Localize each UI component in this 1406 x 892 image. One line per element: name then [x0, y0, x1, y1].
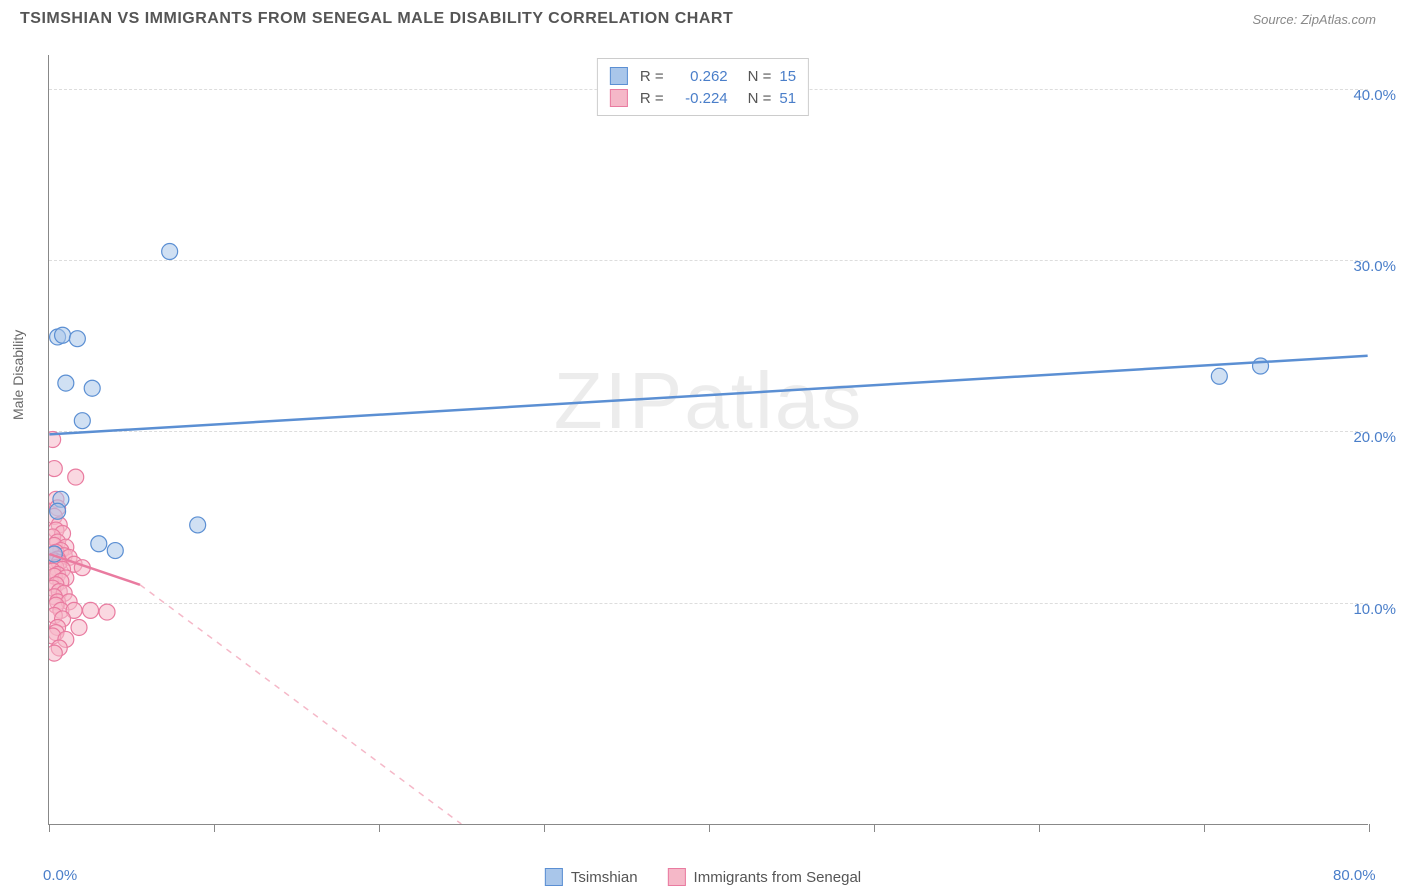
x-tick-label: 0.0%: [43, 867, 77, 884]
x-tick: [1369, 824, 1370, 832]
legend-item-0: Tsimshian: [545, 868, 638, 886]
chart-title: TSIMSHIAN VS IMMIGRANTS FROM SENEGAL MAL…: [20, 10, 733, 28]
legend-swatch-0: [610, 67, 628, 85]
series-legend: Tsimshian Immigrants from Senegal: [545, 868, 861, 886]
y-axis-label: Male Disability: [10, 330, 26, 420]
x-tick: [49, 824, 50, 832]
legend-swatch-bottom-0: [545, 868, 563, 886]
x-tick-label: 80.0%: [1333, 867, 1376, 884]
r-label: R =: [640, 90, 664, 107]
r-value-0: 0.262: [672, 68, 728, 85]
legend-row-series-0: R = 0.262 N = 15: [610, 65, 796, 87]
n-label: N =: [748, 68, 772, 85]
r-label: R =: [640, 68, 664, 85]
n-label: N =: [748, 90, 772, 107]
n-value-0: 15: [779, 68, 796, 85]
source-attribution: Source: ZipAtlas.com: [1252, 12, 1376, 27]
legend-label-1: Immigrants from Senegal: [694, 869, 862, 886]
x-tick: [214, 824, 215, 832]
x-tick: [1204, 824, 1205, 832]
legend-label-0: Tsimshian: [571, 869, 638, 886]
n-value-1: 51: [779, 90, 796, 107]
legend-item-1: Immigrants from Senegal: [668, 868, 862, 886]
correlation-legend: R = 0.262 N = 15 R = -0.224 N = 51: [597, 58, 809, 116]
legend-swatch-1: [610, 89, 628, 107]
scatter-plot-svg: [49, 55, 1368, 824]
x-tick: [709, 824, 710, 832]
x-tick: [544, 824, 545, 832]
legend-row-series-1: R = -0.224 N = 51: [610, 87, 796, 109]
x-tick: [379, 824, 380, 832]
r-value-1: -0.224: [672, 90, 728, 107]
x-tick: [1039, 824, 1040, 832]
chart-plot-area: ZIPatlas: [48, 55, 1368, 825]
legend-swatch-bottom-1: [668, 868, 686, 886]
x-tick: [874, 824, 875, 832]
